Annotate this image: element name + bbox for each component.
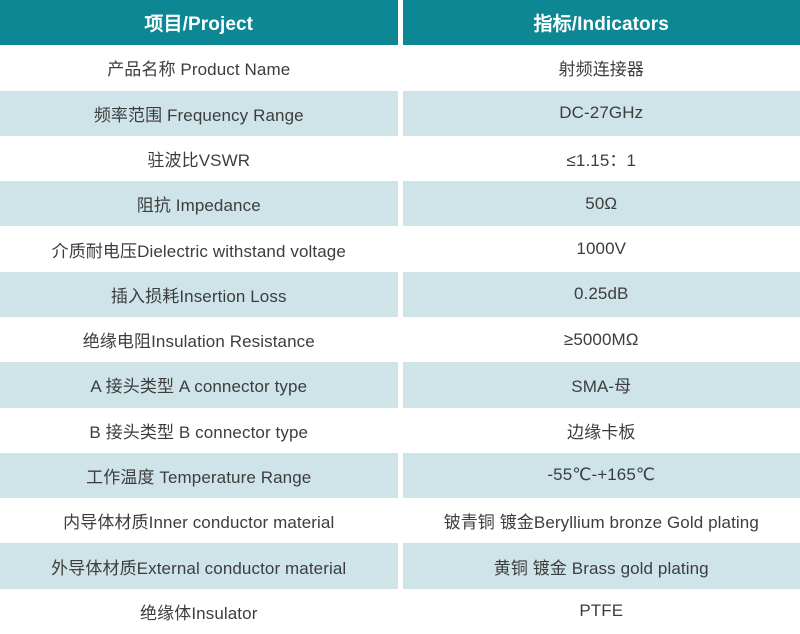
table-row: 介质耐电压Dielectric withstand voltage 1000V <box>0 226 800 272</box>
indicator-cell: 铍青铜 镀金Beryllium bronze Gold plating <box>402 498 800 544</box>
indicator-cell: 50Ω <box>402 181 800 227</box>
table-row: 频率范围 Frequency Range DC-27GHz <box>0 90 800 136</box>
table-row: B 接头类型 B connector type 边缘卡板 <box>0 407 800 453</box>
table-row: 工作温度 Temperature Range -55℃-+165℃ <box>0 452 800 499</box>
indicator-cell: ≥5000MΩ <box>402 316 800 363</box>
table-row: 绝缘电阻Insulation Resistance ≥5000MΩ <box>0 316 800 363</box>
project-cell: 内导体材质Inner conductor material <box>0 498 398 544</box>
table-row: 插入损耗Insertion Loss 0.25dB <box>0 271 800 317</box>
project-cell: 外导体材质External conductor material <box>0 543 398 589</box>
indicator-cell: SMA-母 <box>402 362 800 408</box>
project-cell: 工作温度 Temperature Range <box>0 452 398 499</box>
header-indicators: 指标/Indicators <box>402 0 800 46</box>
indicator-cell: DC-27GHz <box>402 90 800 136</box>
project-cell: A 接头类型 A connector type <box>0 362 398 408</box>
indicator-cell: 黄铜 镀金 Brass gold plating <box>402 543 800 589</box>
table-row: A 接头类型 A connector type SMA-母 <box>0 362 800 408</box>
table-row: 内导体材质Inner conductor material 铍青铜 镀金Bery… <box>0 498 800 544</box>
project-cell: 插入损耗Insertion Loss <box>0 271 398 317</box>
indicator-cell: PTFE <box>402 588 800 634</box>
table-row: 外导体材质External conductor material 黄铜 镀金 B… <box>0 543 800 589</box>
header-project: 项目/Project <box>0 0 398 46</box>
indicator-cell: 边缘卡板 <box>402 407 800 453</box>
project-cell: 频率范围 Frequency Range <box>0 90 398 136</box>
indicator-cell: 0.25dB <box>402 271 800 317</box>
project-cell: 介质耐电压Dielectric withstand voltage <box>0 226 398 272</box>
table-row: 绝缘体Insulator PTFE <box>0 588 800 634</box>
indicator-cell: -55℃-+165℃ <box>402 452 800 499</box>
header-row: 项目/Project 指标/Indicators <box>0 0 800 46</box>
project-cell: 产品名称 Product Name <box>0 45 398 91</box>
indicator-cell: ≤1.15：1 <box>402 135 800 182</box>
indicator-cell: 1000V <box>402 226 800 272</box>
table-row: 阻抗 Impedance 50Ω <box>0 181 800 227</box>
project-cell: B 接头类型 B connector type <box>0 407 398 453</box>
project-cell: 阻抗 Impedance <box>0 181 398 227</box>
indicator-cell: 射频连接器 <box>402 45 800 91</box>
table-row: 产品名称 Product Name 射频连接器 <box>0 45 800 91</box>
project-cell: 绝缘体Insulator <box>0 588 398 634</box>
table-row: 驻波比VSWR ≤1.15：1 <box>0 135 800 182</box>
project-cell: 驻波比VSWR <box>0 135 398 182</box>
project-cell: 绝缘电阻Insulation Resistance <box>0 316 398 363</box>
